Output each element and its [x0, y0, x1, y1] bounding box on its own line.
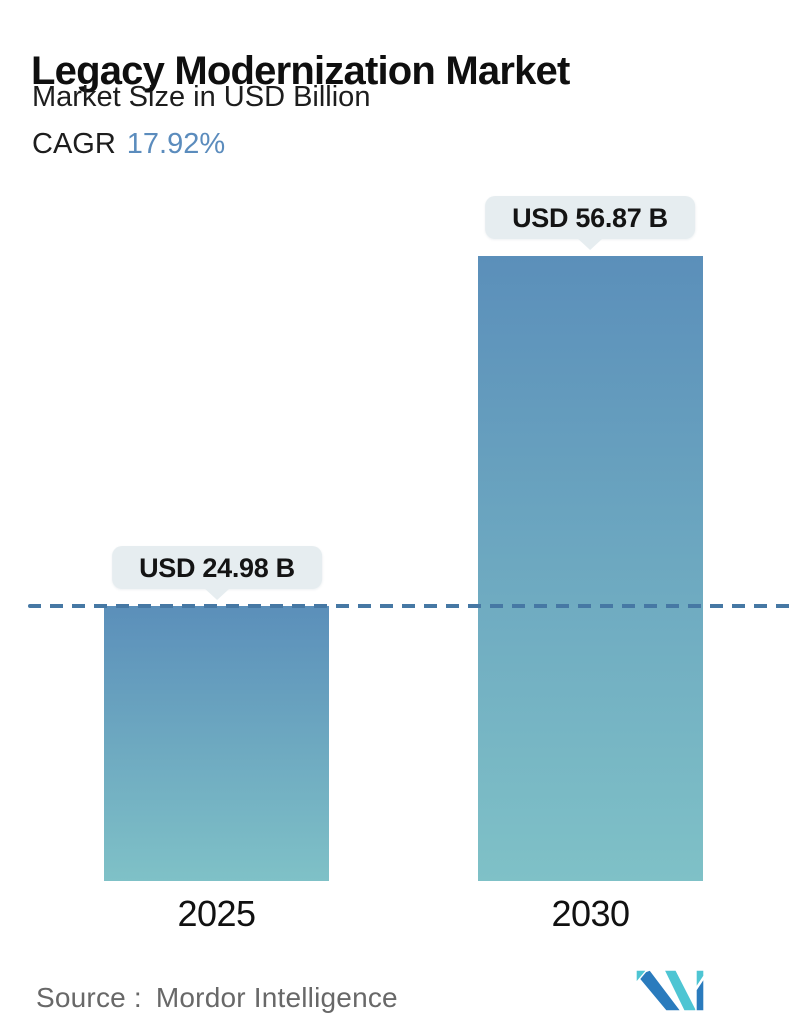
cagr-label: CAGR [32, 128, 116, 160]
logo-blue-bar-bottom [695, 976, 704, 1012]
value-label-text-2030: USD 56.87 B [485, 196, 695, 239]
value-label-text-2025: USD 24.98 B [112, 546, 322, 589]
logo-teal-corner [636, 969, 649, 985]
page-title: Legacy Modernization Market [31, 48, 570, 93]
reference-dashed-line [28, 604, 793, 608]
bar-2025 [104, 606, 329, 881]
cagr-line: CAGR 17.92% [32, 128, 225, 161]
mordor-intelligence-logo [636, 969, 704, 1012]
value-label-2025: USD 24.98 B [112, 546, 322, 600]
bar-2030 [478, 256, 703, 881]
x-axis-label-2025: 2025 [177, 893, 256, 934]
source-name: Mordor Intelligence [155, 982, 398, 1013]
source-label: Source : [36, 982, 142, 1013]
bubble-pointer-icon [204, 588, 230, 600]
value-label-2030: USD 56.87 B [485, 196, 695, 250]
bubble-pointer-icon [577, 238, 603, 250]
cagr-value: 17.92% [126, 128, 226, 160]
chart-subtitle: Market Size in USD Billion [32, 81, 371, 113]
source-attribution: Source : Mordor Intelligence [36, 982, 398, 1014]
x-axis-label-2030: 2030 [551, 893, 630, 934]
logo-teal-bar-top [695, 969, 704, 991]
